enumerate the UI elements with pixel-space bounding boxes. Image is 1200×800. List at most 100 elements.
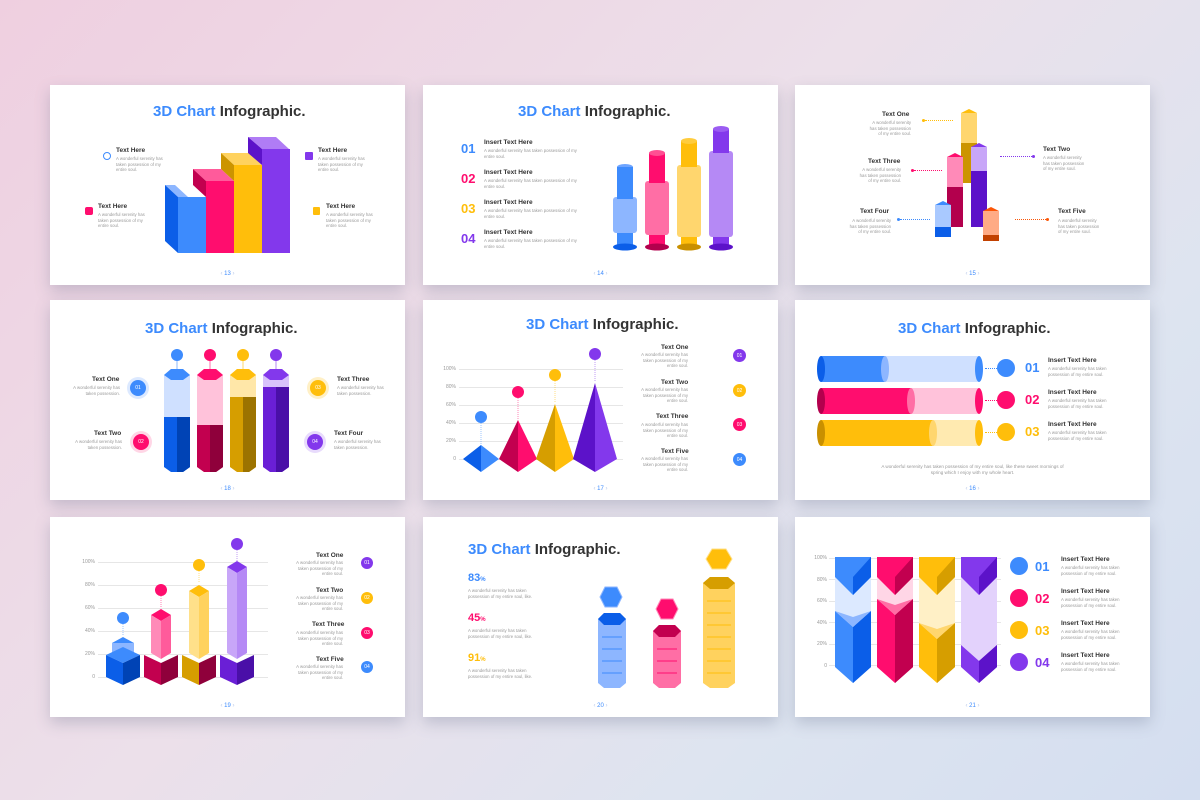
y-tick: 40% [816, 620, 827, 626]
item-label: Text Two [661, 379, 689, 386]
number-badge[interactable]: 03 [361, 627, 373, 639]
item-body: A wonderful serenity has taken possessio… [484, 208, 577, 219]
item-body: A wonderful serenity has taken possessio… [849, 218, 891, 234]
number-badge: 01 [130, 380, 146, 396]
stat-value: 45% [468, 612, 486, 624]
item-body: A wonderful serenity has taken possessio… [1048, 398, 1107, 409]
item-number: 02 [1025, 392, 1040, 407]
item-number: 04 [1035, 655, 1050, 670]
item-label: Text One [316, 552, 344, 559]
item-label: Text Here [318, 147, 348, 154]
gridline [459, 441, 623, 442]
item-number: 03 [1035, 623, 1050, 638]
item-body: A wonderful serenity has taken possessio… [641, 352, 688, 368]
3d-column-chart [106, 538, 254, 685]
item-number: 03 [1025, 424, 1040, 439]
page-number: 13 [50, 271, 405, 277]
page-number: 19 [50, 703, 405, 709]
item-body: A wonderful serenity has taken possessio… [296, 595, 343, 611]
slide-16[interactable]: 3D Chart Infographic. 01 Insert Text Her… [795, 300, 1150, 500]
slide-20[interactable]: 3D Chart Infographic. 83% A wonderful se… [423, 517, 778, 717]
item-label: Text Here [116, 147, 146, 154]
item-body: A wonderful serenity has taken possessio… [1048, 430, 1107, 441]
pin-icon [997, 359, 1015, 377]
gridline [459, 387, 623, 388]
y-tick: 60% [84, 605, 95, 611]
y-tick: 0 [92, 674, 95, 680]
number-badge[interactable]: 02 [361, 592, 373, 604]
item-body: A wonderful serenity has taken possessio… [73, 385, 120, 396]
number-badge[interactable]: 04 [733, 453, 746, 466]
gridline [98, 677, 268, 678]
y-tick: 60% [445, 402, 456, 408]
number-badge: 04 [307, 434, 323, 450]
gridline [829, 579, 1001, 580]
slide-18[interactable]: 3D Chart Infographic. Text One A wonderf… [50, 300, 405, 500]
3d-bar-chart [165, 137, 290, 253]
slide-13[interactable]: 3D Chart Infographic. Text Here A wonder… [50, 85, 405, 285]
y-tick: 0 [824, 663, 827, 669]
connector-line [1000, 156, 1032, 157]
y-tick: 20% [445, 438, 456, 444]
item-label: Text Three [312, 621, 345, 628]
item-label: Insert Text Here [484, 169, 533, 176]
gridline [829, 665, 1001, 666]
y-tick: 100% [82, 559, 95, 565]
page-number: 17 [423, 486, 778, 492]
y-tick: 20% [84, 651, 95, 657]
connector-line [914, 170, 942, 171]
slide-21[interactable]: 100% 80% 60% 40% 20% 0 01 Insert Text He… [795, 517, 1150, 717]
item-body: A wonderful serenity has taken possessio… [296, 664, 343, 680]
stat-value: 91% [468, 652, 486, 664]
page-number: 14 [423, 271, 778, 277]
y-tick: 80% [816, 577, 827, 583]
y-tick: 60% [816, 598, 827, 604]
item-label: Text Here [326, 203, 356, 210]
slide-14[interactable]: 3D Chart Infographic. 01 Insert Text Her… [423, 85, 778, 285]
item-number: 04 [461, 231, 476, 246]
item-body: A wonderful serenity has taken possessio… [859, 167, 901, 183]
connector-line [925, 120, 953, 121]
item-label: Text One [92, 376, 120, 383]
item-body: A wonderful serenity has taken possessio… [296, 560, 343, 576]
item-label: Text Two [1043, 146, 1071, 153]
chart-icon [997, 423, 1015, 441]
item-label: Insert Text Here [1048, 421, 1097, 428]
hexagon-stack-chart [598, 548, 735, 688]
item-label: Text Four [860, 208, 890, 215]
number-badge[interactable]: 01 [361, 557, 373, 569]
item-body: A wonderful serenity has taken possessio… [75, 439, 122, 450]
item-body: A wonderful serenity has taken possessio… [1061, 629, 1120, 640]
item-label: Insert Text Here [1061, 620, 1110, 627]
connector-dot [911, 169, 914, 172]
y-tick: 0 [453, 456, 456, 462]
item-label: Text Five [661, 448, 689, 455]
item-label: Text Two [316, 587, 344, 594]
slide-15[interactable]: Text One A wonderful serenity has taken … [795, 85, 1150, 285]
connector-line [985, 400, 997, 401]
gridline [459, 369, 623, 370]
number-badge[interactable]: 03 [733, 418, 746, 431]
item-number: 01 [461, 141, 476, 156]
cylinder-chart [613, 126, 733, 251]
item-label: Text Here [98, 203, 128, 210]
item-body: A wonderful serenity has taken possessio… [1043, 155, 1085, 171]
connector-dot [1032, 155, 1035, 158]
item-label: Insert Text Here [1061, 556, 1110, 563]
connector-line [985, 368, 997, 369]
slide-17[interactable]: 3D Chart Infographic. 100% 80% 60% 40% 2… [423, 300, 778, 500]
document-icon [1010, 653, 1028, 671]
number-badge[interactable]: 01 [733, 349, 746, 362]
item-body: A wonderful serenity has taken possessio… [1061, 597, 1120, 608]
slide-19[interactable]: 100% 80% 60% 40% 20% 0 Text One A wonder… [50, 517, 405, 717]
number-badge[interactable]: 04 [361, 661, 373, 673]
gridline [98, 654, 268, 655]
number-badge[interactable]: 02 [733, 384, 746, 397]
item-label: Text Two [94, 430, 122, 437]
slide-title: 3D Chart Infographic. [518, 103, 671, 120]
gridline [829, 644, 1001, 645]
item-body: A wonderful serenity has taken possessio… [1061, 661, 1120, 672]
item-number: 01 [1025, 360, 1040, 375]
item-body: A wonderful serenity has taken possessio… [641, 422, 688, 438]
y-tick: 80% [84, 582, 95, 588]
